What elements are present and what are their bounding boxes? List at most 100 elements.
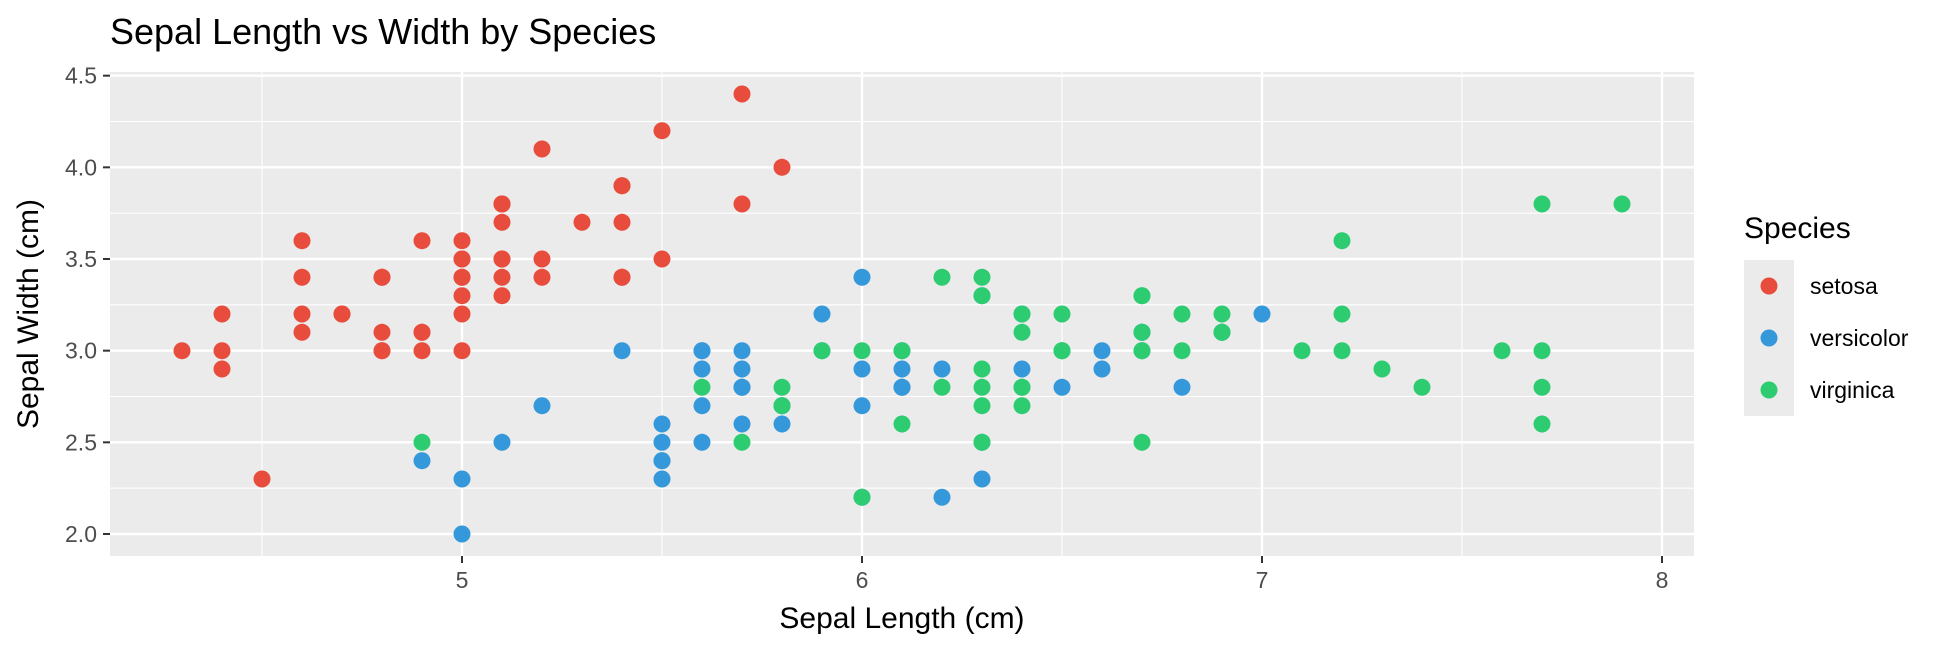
point-versicolor — [853, 360, 871, 378]
point-virginica — [1333, 305, 1351, 323]
point-setosa — [653, 122, 671, 140]
x-tick-label: 6 — [856, 567, 869, 593]
point-versicolor — [1093, 342, 1111, 360]
point-versicolor — [493, 433, 511, 451]
point-versicolor — [1093, 360, 1111, 378]
point-versicolor — [853, 397, 871, 415]
point-versicolor — [533, 397, 551, 415]
legend-items: setosa versicolor virginica — [1744, 260, 1909, 416]
point-versicolor — [693, 360, 711, 378]
point-virginica — [1333, 342, 1351, 360]
point-virginica — [1333, 232, 1351, 250]
point-versicolor — [653, 433, 671, 451]
point-setosa — [493, 195, 511, 213]
point-setosa — [293, 232, 311, 250]
point-virginica — [893, 415, 911, 433]
point-versicolor — [1053, 378, 1071, 396]
point-versicolor — [653, 470, 671, 488]
point-versicolor — [653, 415, 671, 433]
point-versicolor — [693, 397, 711, 415]
y-tick-label: 4.5 — [65, 63, 97, 89]
point-virginica — [693, 378, 711, 396]
point-setosa — [613, 213, 631, 231]
point-versicolor — [893, 378, 911, 396]
x-axis-title: Sepal Length (cm) — [779, 602, 1024, 635]
point-setosa — [413, 232, 431, 250]
data-points — [173, 85, 1631, 543]
point-setosa — [493, 268, 511, 286]
point-virginica — [1013, 323, 1031, 341]
legend-key-virginica — [1760, 381, 1778, 399]
point-versicolor — [693, 342, 711, 360]
point-setosa — [453, 287, 471, 305]
point-setosa — [533, 268, 551, 286]
point-versicolor — [653, 452, 671, 470]
point-virginica — [1413, 378, 1431, 396]
point-setosa — [533, 140, 551, 158]
point-setosa — [453, 342, 471, 360]
point-versicolor — [973, 470, 991, 488]
point-virginica — [1493, 342, 1511, 360]
point-virginica — [1293, 342, 1311, 360]
point-setosa — [453, 268, 471, 286]
point-virginica — [973, 378, 991, 396]
point-virginica — [1053, 342, 1071, 360]
point-virginica — [973, 360, 991, 378]
point-setosa — [653, 250, 671, 268]
point-virginica — [1133, 433, 1151, 451]
point-setosa — [413, 342, 431, 360]
point-versicolor — [693, 433, 711, 451]
point-virginica — [1173, 342, 1191, 360]
point-virginica — [1533, 195, 1551, 213]
x-tick-label: 7 — [1256, 567, 1269, 593]
point-versicolor — [453, 470, 471, 488]
point-setosa — [493, 250, 511, 268]
point-virginica — [1133, 287, 1151, 305]
point-virginica — [1133, 323, 1151, 341]
point-setosa — [413, 323, 431, 341]
y-axis-title: Sepal Width (cm) — [12, 199, 45, 429]
point-virginica — [773, 397, 791, 415]
point-virginica — [1533, 342, 1551, 360]
point-virginica — [1053, 305, 1071, 323]
point-virginica — [733, 433, 751, 451]
point-setosa — [533, 250, 551, 268]
point-setosa — [253, 470, 271, 488]
legend-label-versicolor: versicolor — [1810, 325, 1909, 351]
point-versicolor — [1173, 378, 1191, 396]
point-setosa — [213, 360, 231, 378]
point-setosa — [493, 213, 511, 231]
point-versicolor — [1253, 305, 1271, 323]
point-virginica — [933, 268, 951, 286]
point-virginica — [1613, 195, 1631, 213]
y-tick-label: 2.0 — [65, 521, 97, 547]
point-versicolor — [613, 342, 631, 360]
x-tick-label: 8 — [1656, 567, 1669, 593]
point-virginica — [853, 342, 871, 360]
point-versicolor — [413, 452, 431, 470]
point-setosa — [733, 85, 751, 103]
point-setosa — [173, 342, 191, 360]
legend-label-setosa: setosa — [1810, 273, 1878, 299]
point-versicolor — [853, 268, 871, 286]
point-setosa — [213, 305, 231, 323]
point-setosa — [733, 195, 751, 213]
point-virginica — [1013, 378, 1031, 396]
point-versicolor — [933, 488, 951, 506]
point-virginica — [413, 433, 431, 451]
y-tick-label: 3.5 — [65, 246, 97, 272]
point-virginica — [853, 488, 871, 506]
point-virginica — [773, 378, 791, 396]
point-setosa — [773, 158, 791, 176]
point-virginica — [1173, 305, 1191, 323]
point-setosa — [453, 305, 471, 323]
legend-title: Species — [1744, 212, 1851, 245]
point-setosa — [453, 232, 471, 250]
point-versicolor — [1013, 360, 1031, 378]
legend-key-versicolor — [1760, 329, 1778, 347]
point-virginica — [973, 397, 991, 415]
point-virginica — [893, 342, 911, 360]
point-setosa — [213, 342, 231, 360]
legend-label-virginica: virginica — [1810, 377, 1895, 403]
